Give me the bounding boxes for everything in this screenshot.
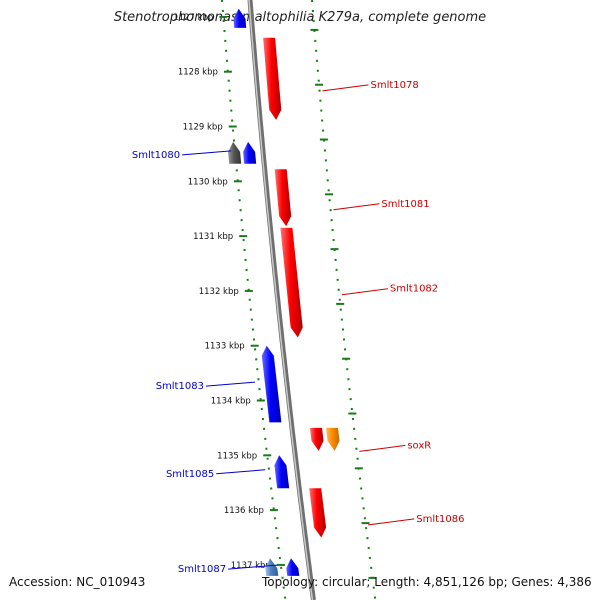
ruler-tick-label: 1131 kbp: [193, 232, 233, 242]
ruler-tick-label: 1132 kbp: [199, 287, 239, 297]
gene-track: [228, 8, 340, 576]
gene-smlt1087[interactable]: [265, 558, 279, 576]
gene-label-smlt1086[interactable]: Smlt1086: [416, 514, 464, 525]
gene-label-smlt1087[interactable]: Smlt1087: [178, 564, 226, 575]
gene-label-leader: [368, 518, 415, 526]
backbone: [247, 0, 316, 600]
gene-gene-3[interactable]: [243, 141, 257, 164]
gene-soxr[interactable]: [310, 427, 324, 451]
gene-label-smlt1083[interactable]: Smlt1083: [156, 381, 204, 392]
gene-label-smlt1081[interactable]: Smlt1081: [381, 199, 429, 210]
gene-label-leader: [216, 469, 266, 475]
ruler-tick-label: 1135 kbp: [217, 451, 257, 461]
gene-smlt1078[interactable]: [263, 37, 282, 120]
gene-labels: Smlt1078 Smlt1080 Smlt1081 Smlt1082 Smlt1083…: [132, 80, 465, 575]
map-title: Stenotrophomonas maltophilia K279a, comp…: [113, 10, 487, 25]
ruler-tick-label: 1136 kbp: [224, 506, 264, 516]
gene-gene-0[interactable]: [233, 8, 247, 28]
gene-label-leader: [359, 444, 406, 452]
gene-label-leader: [322, 84, 369, 92]
ruler-tick-label: 1128 kbp: [178, 68, 218, 78]
ruler-tick-label: 1134 kbp: [211, 397, 251, 407]
gene-label-leader: [205, 381, 255, 387]
gene-label-leader: [182, 150, 232, 156]
gene-label-soxr[interactable]: soxR: [407, 440, 431, 451]
ruler-tick-label: 1133 kbp: [205, 342, 245, 352]
gene-label-smlt1082[interactable]: Smlt1082: [390, 284, 438, 295]
gene-smlt1082[interactable]: [280, 227, 303, 338]
gene-label-leader: [228, 564, 278, 570]
gene-label-smlt1078[interactable]: Smlt1078: [371, 80, 419, 91]
ruler-tick-label: 1127 kbp: [173, 13, 213, 23]
gene-label-leader: [333, 203, 380, 211]
gene-label-smlt1085[interactable]: Smlt1085: [166, 469, 214, 480]
accession-text: Accession: NC_010943: [9, 575, 146, 589]
gene-gene-12[interactable]: [286, 558, 300, 576]
gene-smlt1083[interactable]: [261, 345, 282, 423]
ruler-outer-arc: [311, 0, 377, 600]
topology-text: Topology: circular; Length: 4,851,126 bp…: [262, 575, 592, 589]
gene-smlt1086[interactable]: [309, 488, 327, 538]
gene-label-smlt1080[interactable]: Smlt1080: [132, 150, 180, 161]
gene-gene-8[interactable]: [326, 427, 340, 451]
gene-smlt1080[interactable]: [228, 141, 242, 164]
gene-smlt1081[interactable]: [274, 169, 292, 227]
ruler: 1127 kbp 1128 kbp 1129 kbp 1130 kbp 1131 kbp…: [173, 0, 377, 600]
ruler-tick-label: 1130 kbp: [188, 177, 228, 187]
ruler-tick-label: 1137 kbp: [231, 561, 271, 571]
gene-label-leader: [341, 288, 388, 296]
ruler-tick-label: 1129 kbp: [183, 123, 223, 133]
backbone-line: [247, 0, 316, 600]
gene-smlt1085[interactable]: [274, 455, 290, 489]
ruler-inner-arc: [221, 0, 287, 600]
backbone-highlight: [248, 0, 314, 600]
